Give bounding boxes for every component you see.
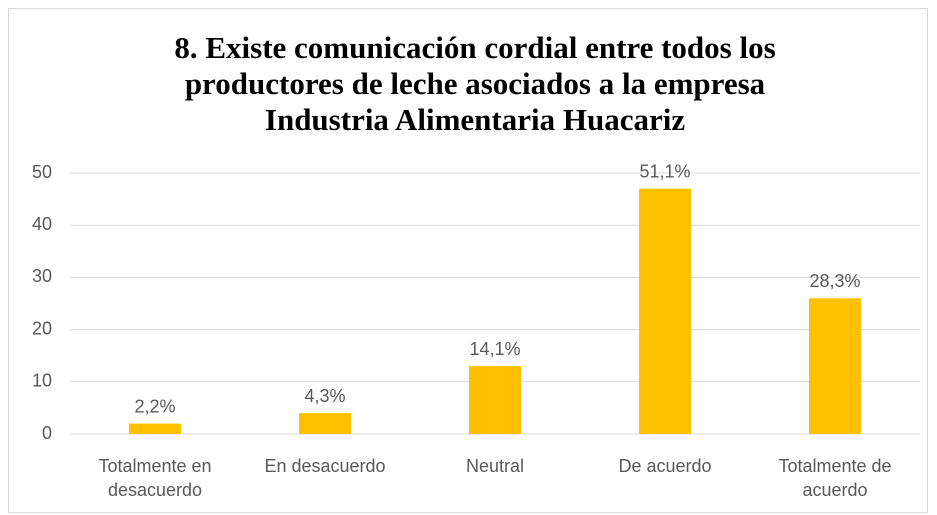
data-label: 28,3% bbox=[809, 271, 860, 291]
bar bbox=[809, 298, 861, 434]
x-tick-label: Totalmente de acuerdo bbox=[778, 456, 892, 500]
x-tick-label: Totalmente en desacuerdo bbox=[98, 456, 212, 500]
x-tick-label: En desacuerdo bbox=[264, 456, 386, 476]
y-tick-label: 10 bbox=[32, 371, 52, 391]
y-tick-label: 0 bbox=[42, 423, 52, 443]
bar bbox=[639, 188, 691, 434]
y-tick-label: 30 bbox=[32, 266, 52, 286]
y-tick-label: 40 bbox=[32, 214, 52, 234]
bar bbox=[299, 413, 351, 434]
chart-border bbox=[8, 8, 928, 513]
bar bbox=[469, 366, 521, 434]
x-tick-label: De acuerdo bbox=[618, 456, 712, 476]
data-label: 51,1% bbox=[639, 161, 690, 181]
y-tick-label: 20 bbox=[32, 318, 52, 338]
data-label: 2,2% bbox=[134, 396, 175, 416]
bar bbox=[129, 423, 181, 434]
x-tick-label: Neutral bbox=[465, 456, 525, 476]
y-tick-label: 50 bbox=[32, 162, 52, 182]
chart-title: 8. Existe comunicación cordial entre tod… bbox=[174, 30, 776, 137]
data-label: 4,3% bbox=[304, 386, 345, 406]
data-label: 14,1% bbox=[469, 339, 520, 359]
